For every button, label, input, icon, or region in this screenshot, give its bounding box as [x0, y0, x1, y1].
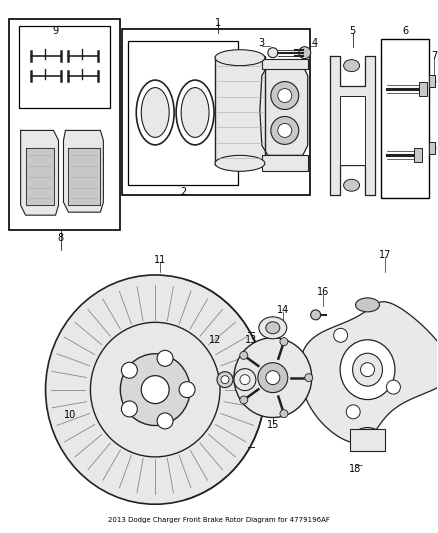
Text: 10: 10 — [64, 409, 77, 419]
Circle shape — [386, 380, 400, 394]
Circle shape — [240, 351, 248, 359]
FancyBboxPatch shape — [122, 29, 310, 195]
Circle shape — [299, 47, 311, 59]
FancyBboxPatch shape — [429, 75, 435, 86]
FancyBboxPatch shape — [429, 142, 435, 155]
Polygon shape — [21, 131, 59, 215]
Ellipse shape — [136, 80, 174, 145]
Circle shape — [157, 413, 173, 429]
Ellipse shape — [240, 375, 250, 385]
Circle shape — [280, 337, 288, 345]
Circle shape — [121, 362, 138, 378]
Polygon shape — [68, 148, 100, 205]
FancyBboxPatch shape — [19, 26, 110, 108]
Polygon shape — [260, 66, 308, 155]
Text: 18: 18 — [350, 464, 362, 474]
Text: 13: 13 — [245, 335, 257, 345]
Ellipse shape — [141, 87, 169, 138]
Ellipse shape — [278, 88, 292, 102]
Circle shape — [121, 401, 138, 417]
Text: 14: 14 — [277, 305, 289, 315]
Ellipse shape — [234, 338, 312, 417]
Ellipse shape — [271, 117, 299, 144]
Text: 17: 17 — [379, 250, 392, 260]
Ellipse shape — [176, 80, 214, 145]
Text: 12: 12 — [209, 335, 221, 345]
Circle shape — [268, 47, 278, 58]
Ellipse shape — [278, 124, 292, 138]
Ellipse shape — [259, 317, 287, 339]
Text: 3: 3 — [259, 38, 265, 48]
FancyBboxPatch shape — [9, 19, 120, 230]
Ellipse shape — [343, 60, 360, 71]
FancyBboxPatch shape — [339, 95, 364, 165]
Ellipse shape — [46, 275, 265, 504]
Text: 1: 1 — [215, 18, 221, 28]
Ellipse shape — [234, 369, 256, 391]
Polygon shape — [25, 148, 53, 205]
Circle shape — [346, 405, 360, 419]
FancyBboxPatch shape — [262, 155, 308, 171]
Polygon shape — [64, 131, 103, 212]
Ellipse shape — [181, 87, 209, 138]
Text: 7: 7 — [431, 51, 438, 61]
FancyBboxPatch shape — [350, 430, 385, 451]
Ellipse shape — [271, 82, 299, 109]
Ellipse shape — [217, 372, 233, 387]
Ellipse shape — [221, 376, 229, 384]
Ellipse shape — [215, 155, 265, 171]
Text: 16: 16 — [317, 287, 329, 297]
FancyBboxPatch shape — [381, 39, 429, 198]
Ellipse shape — [356, 427, 379, 441]
FancyBboxPatch shape — [419, 82, 427, 95]
Circle shape — [179, 382, 195, 398]
Text: 11: 11 — [154, 255, 166, 265]
FancyBboxPatch shape — [262, 59, 308, 69]
Ellipse shape — [266, 322, 280, 334]
Circle shape — [141, 376, 169, 403]
Text: 2013 Dodge Charger Front Brake Rotor Diagram for 4779196AF: 2013 Dodge Charger Front Brake Rotor Dia… — [108, 517, 330, 523]
Ellipse shape — [340, 340, 395, 400]
Text: 2: 2 — [180, 187, 186, 197]
FancyBboxPatch shape — [215, 55, 265, 165]
Polygon shape — [300, 302, 438, 443]
Ellipse shape — [353, 353, 382, 386]
Circle shape — [157, 350, 173, 366]
Text: 8: 8 — [57, 233, 64, 243]
Ellipse shape — [90, 322, 220, 457]
Text: 6: 6 — [403, 26, 409, 36]
Ellipse shape — [215, 50, 265, 66]
Text: 9: 9 — [53, 26, 59, 36]
Circle shape — [305, 374, 313, 382]
Ellipse shape — [343, 179, 360, 191]
Circle shape — [240, 396, 248, 404]
Ellipse shape — [360, 362, 374, 377]
Circle shape — [280, 410, 288, 418]
Circle shape — [311, 310, 321, 320]
Text: 5: 5 — [350, 26, 356, 36]
Ellipse shape — [258, 362, 288, 393]
Text: 15: 15 — [267, 421, 279, 431]
FancyBboxPatch shape — [414, 148, 422, 163]
Polygon shape — [330, 55, 374, 195]
Ellipse shape — [266, 370, 280, 385]
Ellipse shape — [356, 298, 379, 312]
Text: 4: 4 — [311, 38, 318, 48]
Ellipse shape — [120, 354, 190, 425]
Circle shape — [334, 328, 348, 342]
FancyBboxPatch shape — [128, 41, 238, 185]
